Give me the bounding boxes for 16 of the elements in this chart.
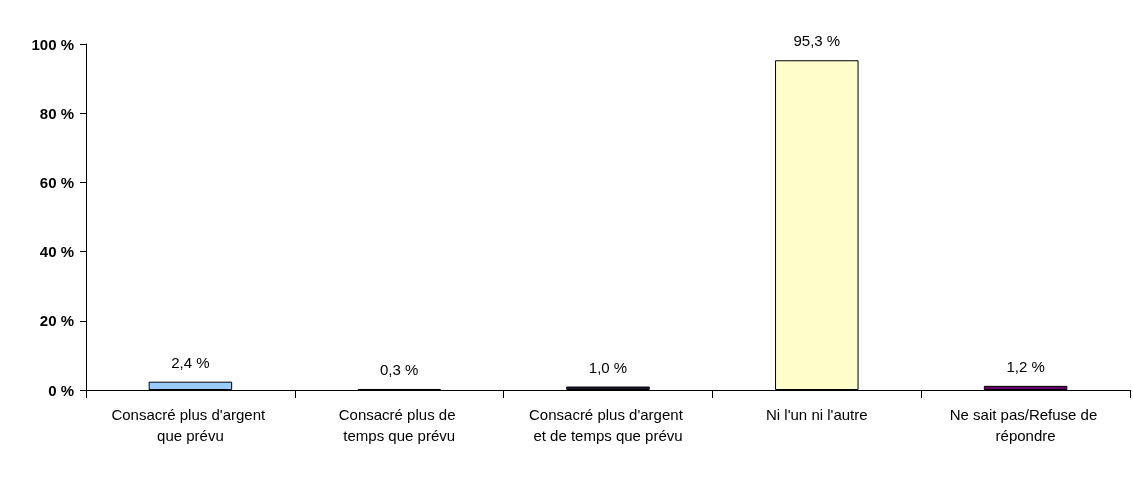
data-label: 1,2 % xyxy=(1006,357,1045,375)
data-label: 0,3 % xyxy=(380,360,419,378)
x-tick-label: Ni l'un ni l'autre xyxy=(766,406,868,423)
x-tick-label: Consacré plus d'argent que prévu xyxy=(111,406,270,444)
x-tick-label: Ne sait pas/Refuse de répondre xyxy=(949,406,1102,444)
y-tick-label: 80 % xyxy=(39,104,74,122)
y-tick-label: 60 % xyxy=(39,173,74,191)
data-label: 95,3 % xyxy=(793,32,841,50)
y-tick-label: 40 % xyxy=(39,243,74,261)
data-label: 2,4 % xyxy=(171,353,210,371)
data-label: 1,0 % xyxy=(588,358,628,376)
y-tick-label: 0 % xyxy=(48,381,74,399)
x-tick-label: Consacré plus d'argent et de temps que prévu xyxy=(529,406,687,444)
x-tick-label: Consacré plus de temps que prévu xyxy=(338,406,460,444)
y-tick-label: 20 % xyxy=(39,312,74,330)
y-tick-label: 100 % xyxy=(31,35,74,53)
